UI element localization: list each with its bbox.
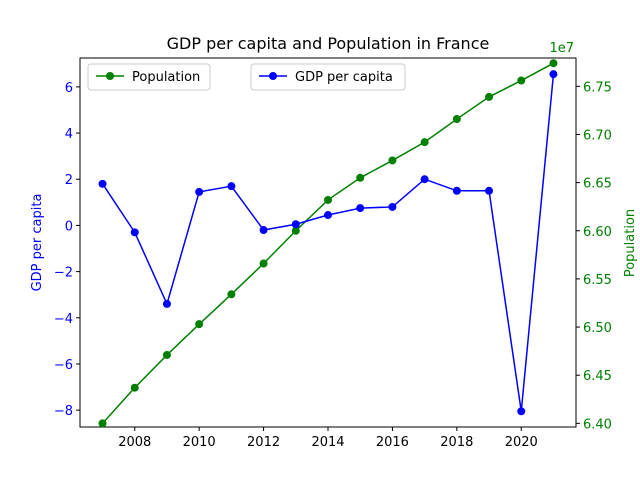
legend-population-label: Population [132,70,200,85]
point-population-2018 [452,115,461,124]
legend-gdp-per-capita: GDP per capita [250,63,406,91]
y-left-tick-label--4: −4 [54,312,73,327]
point-population-2019 [485,92,494,101]
x-axis: 2008 2010 2012 2014 2016 2018 2020 [118,427,538,450]
y-left-tick-label--8: −8 [54,404,73,419]
point-population-2015 [356,173,365,182]
y-right-tick-label-0: 6.40 [583,417,612,432]
legend-population-box [87,63,211,91]
y-left-tick-label-4: 4 [65,127,73,142]
x-tick-label-2018: 2018 [440,435,473,450]
y-axis-right: 6.40 6.45 6.50 6.55 6.60 6.65 6.70 6.75 [576,80,612,432]
y-left-tick-label-0: 0 [65,219,73,234]
legend-population: Population [87,63,211,91]
legend-gdp-per-capita-label: GDP per capita [295,70,393,85]
point-gdp-per-capita-2014 [324,211,332,220]
point-population-2008 [130,383,139,392]
point-gdp-per-capita-2018 [452,186,461,195]
y-axis-left: −8 −6 −4 −2 0 2 4 6 [54,81,80,419]
point-population-2009 [162,350,171,359]
point-gdp-per-capita-2021 [549,70,558,79]
series-layer [98,59,558,428]
point-population-2021 [549,59,558,68]
x-tick-label-2010: 2010 [183,435,216,450]
point-population-2017 [420,138,429,147]
x-tick-label-2008: 2008 [118,435,151,450]
y-axis-right-title: Population [623,209,638,277]
point-gdp-per-capita-2010 [195,187,204,196]
point-gdp-per-capita-2013 [291,220,300,229]
y-right-tick-label-2: 6.50 [583,321,612,336]
x-tick-label-2020: 2020 [505,435,538,450]
y-right-tick-label-4: 6.60 [583,225,612,240]
point-gdp-per-capita-2011 [227,182,236,191]
y-left-tick-label--2: −2 [54,266,73,281]
chart-title: GDP per capita and Population in France [167,34,490,53]
point-population-2016 [388,156,397,165]
y-right-tick-label-7: 6.75 [583,80,612,95]
legend-gdp-per-capita-box [250,63,406,91]
x-tick-label-2012: 2012 [247,435,280,450]
y-right-tick-label-3: 6.55 [583,273,612,288]
series-line-population [101,62,554,424]
point-population-2014 [324,195,332,204]
y-right-tick-label-1: 6.45 [583,369,612,384]
legend-population-marker [106,72,114,80]
point-gdp-per-capita-2008 [130,228,139,237]
point-gdp-per-capita-2012 [259,226,268,235]
point-gdp-per-capita-2015 [356,204,365,213]
point-population-2013 [291,226,300,235]
y-left-tick-label--6: −6 [54,358,73,373]
y-axis-right-offset-label: 1e7 [549,41,574,56]
point-population-2011 [227,290,236,299]
point-gdp-per-capita-2020 [517,407,526,416]
plot-area [79,57,577,428]
point-gdp-per-capita-2016 [388,202,397,211]
x-tick-label-2016: 2016 [376,435,409,450]
point-gdp-per-capita-2009 [162,299,171,308]
point-population-2010 [195,320,204,329]
point-gdp-per-capita-2007 [98,179,107,188]
point-population-2012 [259,259,268,268]
y-axis-left-title: GDP per capita [30,194,45,292]
y-right-tick-label-5: 6.65 [583,177,612,192]
y-left-tick-label-2: 2 [65,173,73,188]
point-population-2020 [517,76,526,85]
point-gdp-per-capita-2017 [420,175,429,184]
point-gdp-per-capita-2019 [485,186,494,195]
y-left-tick-label-6: 6 [65,81,73,96]
y-right-tick-label-6: 6.70 [583,128,612,143]
x-tick-label-2014: 2014 [311,435,344,450]
series-line-gdp-per-capita [101,74,555,412]
legend-gdp-per-capita-marker [269,72,277,80]
point-population-2007 [98,419,107,428]
